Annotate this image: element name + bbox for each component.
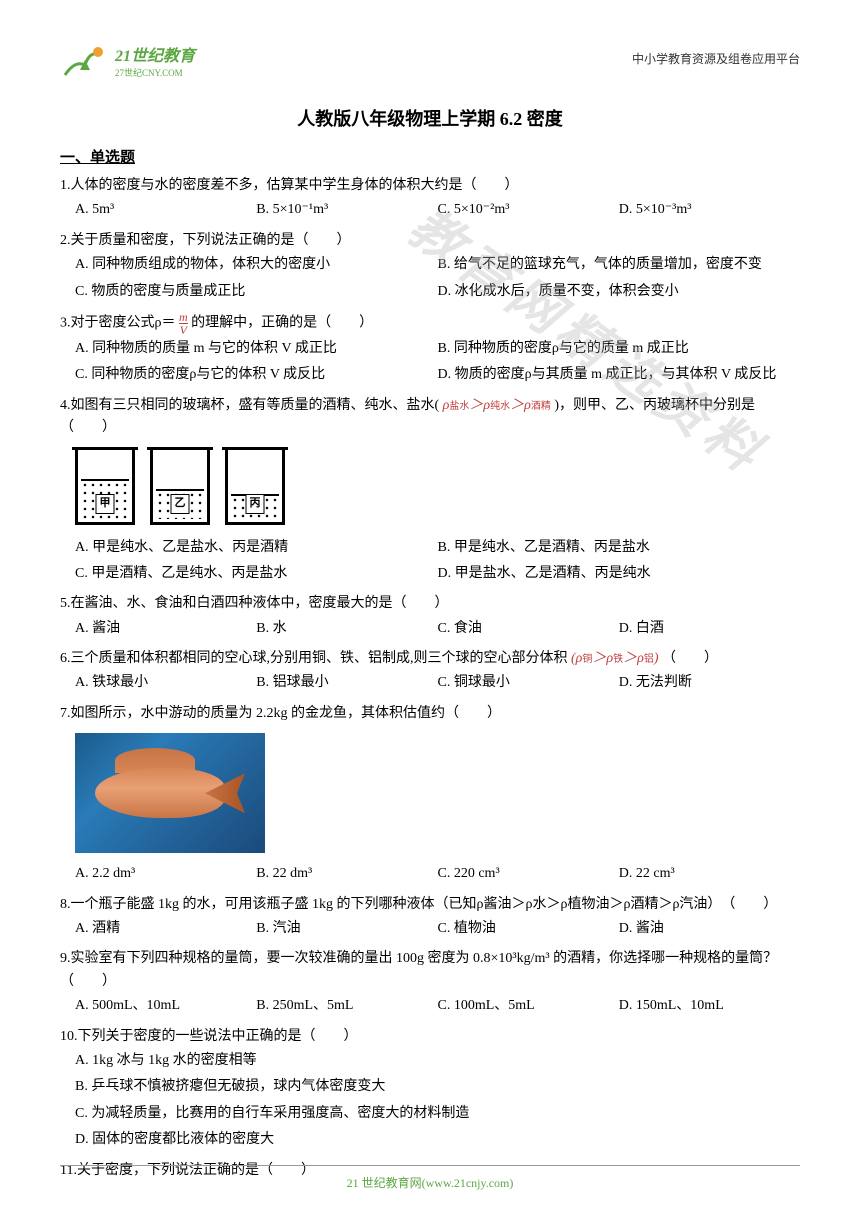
option-6d: D. 无法判断 xyxy=(619,670,800,696)
option-3b: B. 同种物质的密度ρ与它的质量 m 成正比 xyxy=(438,336,801,362)
question-5: 5.在酱油、水、食油和白酒四种液体中，密度最大的是（ ） A. 酱油 B. 水 … xyxy=(60,593,800,642)
question-2-options: A. 同种物质组成的物体，体积大的密度小 B. 给气不足的篮球充气，气体的质量增… xyxy=(75,252,800,305)
option-2d: D. 冰化成水后，质量不变，体积会变小 xyxy=(438,279,801,305)
q4-prefix: 4.如图有三只相同的玻璃杯，盛有等质量的酒精、纯水、盐水( xyxy=(60,398,439,413)
option-7a: A. 2.2 dm³ xyxy=(75,861,256,887)
q3-suffix: 的理解中，正确的是（ ） xyxy=(191,316,373,331)
rho-expression-4: ρ盐水＞ρ纯水＞ρ酒精 xyxy=(443,398,551,413)
question-5-options: A. 酱油 B. 水 C. 食油 D. 白酒 xyxy=(75,616,800,642)
glass-3-label: 丙 xyxy=(246,494,265,514)
option-9b: B. 250mL、5mL xyxy=(256,993,437,1019)
question-4-text: 4.如图有三只相同的玻璃杯，盛有等质量的酒精、纯水、盐水( ρ盐水＞ρ纯水＞ρ酒… xyxy=(60,395,800,440)
option-4a: A. 甲是纯水、乙是盐水、丙是酒精 xyxy=(75,535,438,561)
question-4-options: A. 甲是纯水、乙是盐水、丙是酒精 B. 甲是纯水、乙是酒精、丙是盐水 C. 甲… xyxy=(75,535,800,588)
page-title: 人教版八年级物理上学期 6.2 密度 xyxy=(60,105,800,131)
question-9: 9.实验室有下列四种规格的量筒，要一次较准确的量出 100g 密度为 0.8×1… xyxy=(60,948,800,1019)
option-6b: B. 铝球最小 xyxy=(256,670,437,696)
option-5c: C. 食油 xyxy=(438,616,619,642)
header-right-text: 中小学教育资源及组卷应用平台 xyxy=(632,50,800,67)
question-9-text: 9.实验室有下列四种规格的量筒，要一次较准确的量出 100g 密度为 0.8×1… xyxy=(60,948,800,993)
question-2-text: 2.关于质量和密度，下列说法正确的是（ ） xyxy=(60,230,800,252)
question-8-options: A. 酒精 B. 汽油 C. 植物油 D. 酱油 xyxy=(75,916,800,942)
logo: 21世纪教育 27世纪CNY.COM xyxy=(60,40,195,80)
option-1c: C. 5×10⁻²m³ xyxy=(438,197,619,223)
question-8-text: 8.一个瓶子能盛 1kg 的水，可用该瓶子盛 1kg 的下列哪种液体（已知ρ酱油… xyxy=(60,894,800,916)
question-2: 2.关于质量和密度，下列说法正确的是（ ） A. 同种物质组成的物体，体积大的密… xyxy=(60,230,800,305)
question-6: 6.三个质量和体积都相同的空心球,分别用铜、铁、铝制成,则三个球的空心部分体积 … xyxy=(60,648,800,697)
option-3c: C. 同种物质的密度ρ与它的体积 V 成反比 xyxy=(75,362,438,388)
page-footer: 21 世纪教育网(www.21cnjy.com) xyxy=(60,1165,800,1191)
page-header: 21世纪教育 27世纪CNY.COM 中小学教育资源及组卷应用平台 xyxy=(60,40,800,80)
option-10d: D. 固体的密度都比液体的密度大 xyxy=(75,1127,800,1153)
option-2b: B. 给气不足的篮球充气，气体的质量增加，密度不变 xyxy=(438,252,801,278)
option-2a: A. 同种物质组成的物体，体积大的密度小 xyxy=(75,252,438,278)
question-1-options: A. 5m³ B. 5×10⁻¹m³ C. 5×10⁻²m³ D. 5×10⁻³… xyxy=(75,197,800,223)
question-10-text: 10.下列关于密度的一些说法中正确的是（ ） xyxy=(60,1026,800,1048)
option-10a: A. 1kg 冰与 1kg 水的密度相等 xyxy=(75,1048,800,1074)
option-7b: B. 22 dm³ xyxy=(256,861,437,887)
question-9-options: A. 500mL、10mL B. 250mL、5mL C. 100mL、5mL … xyxy=(75,993,800,1019)
question-4: 4.如图有三只相同的玻璃杯，盛有等质量的酒精、纯水、盐水( ρ盐水＞ρ纯水＞ρ酒… xyxy=(60,395,800,588)
question-5-text: 5.在酱油、水、食油和白酒四种液体中，密度最大的是（ ） xyxy=(60,593,800,615)
option-9a: A. 500mL、10mL xyxy=(75,993,256,1019)
option-8a: A. 酒精 xyxy=(75,916,256,942)
question-3-text: 3.对于密度公式ρ＝ m V 的理解中，正确的是（ ） xyxy=(60,311,800,336)
option-10c: C. 为减轻质量，比赛用的自行车采用强度高、密度大的材料制造 xyxy=(75,1101,800,1127)
option-6a: A. 铁球最小 xyxy=(75,670,256,696)
q6-suffix: （ ） xyxy=(662,651,718,666)
option-8b: B. 汽油 xyxy=(256,916,437,942)
option-5d: D. 白酒 xyxy=(619,616,800,642)
option-5a: A. 酱油 xyxy=(75,616,256,642)
glass-diagram: 甲 乙 丙 xyxy=(75,450,800,525)
q3-prefix: 3.对于密度公式ρ＝ xyxy=(60,316,176,331)
frac-den: V xyxy=(179,324,188,336)
question-10-options: A. 1kg 冰与 1kg 水的密度相等 B. 乒乓球不慎被挤瘪但无破损，球内气… xyxy=(75,1048,800,1154)
q6-prefix: 6.三个质量和体积都相同的空心球,分别用铜、铁、铝制成,则三个球的空心部分体积 xyxy=(60,651,568,666)
option-3a: A. 同种物质的质量 m 与它的体积 V 成正比 xyxy=(75,336,438,362)
option-3d: D. 物质的密度ρ与其质量 m 成正比，与其体积 V 成反比 xyxy=(438,362,801,388)
logo-url-text: 27世纪CNY.COM xyxy=(115,66,195,79)
question-7: 7.如图所示，水中游动的质量为 2.2kg 的金龙鱼，其体积估值约（ ） A. … xyxy=(60,703,800,888)
logo-main-text: 21世纪教育 xyxy=(115,42,195,66)
option-7c: C. 220 cm³ xyxy=(438,861,619,887)
option-9d: D. 150mL、10mL xyxy=(619,993,800,1019)
option-2c: C. 物质的密度与质量成正比 xyxy=(75,279,438,305)
option-5b: B. 水 xyxy=(256,616,437,642)
question-8: 8.一个瓶子能盛 1kg 的水，可用该瓶子盛 1kg 的下列哪种液体（已知ρ酱油… xyxy=(60,894,800,943)
question-7-options: A. 2.2 dm³ B. 22 dm³ C. 220 cm³ D. 22 cm… xyxy=(75,861,800,887)
question-6-text: 6.三个质量和体积都相同的空心球,分别用铜、铁、铝制成,则三个球的空心部分体积 … xyxy=(60,648,800,670)
question-1-text: 1.人体的密度与水的密度差不多，估算某中学生身体的体积大约是（ ） xyxy=(60,175,800,197)
option-8c: C. 植物油 xyxy=(438,916,619,942)
question-10: 10.下列关于密度的一些说法中正确的是（ ） A. 1kg 冰与 1kg 水的密… xyxy=(60,1026,800,1154)
question-3: 3.对于密度公式ρ＝ m V 的理解中，正确的是（ ） A. 同种物质的质量 m… xyxy=(60,311,800,389)
question-6-options: A. 铁球最小 B. 铝球最小 C. 铜球最小 D. 无法判断 xyxy=(75,670,800,696)
fish-image xyxy=(75,733,265,853)
option-10b: B. 乒乓球不慎被挤瘪但无破损，球内气体密度变大 xyxy=(75,1074,800,1100)
glass-2: 乙 xyxy=(150,450,210,525)
option-6c: C. 铜球最小 xyxy=(438,670,619,696)
fraction-icon: m V xyxy=(179,311,188,336)
option-1a: A. 5m³ xyxy=(75,197,256,223)
logo-icon xyxy=(60,40,110,80)
question-7-text: 7.如图所示，水中游动的质量为 2.2kg 的金龙鱼，其体积估值约（ ） xyxy=(60,703,800,725)
question-1: 1.人体的密度与水的密度差不多，估算某中学生身体的体积大约是（ ） A. 5m³… xyxy=(60,175,800,224)
option-4d: D. 甲是盐水、乙是酒精、丙是纯水 xyxy=(438,561,801,587)
section-title: 一、单选题 xyxy=(60,146,800,167)
option-1d: D. 5×10⁻³m³ xyxy=(619,197,800,223)
rho-expression-6: (ρ铜＞ρ铁＞ρ铝) xyxy=(571,651,659,666)
option-4b: B. 甲是纯水、乙是酒精、丙是盐水 xyxy=(438,535,801,561)
frac-num: m xyxy=(179,311,188,324)
glass-1-label: 甲 xyxy=(96,494,115,514)
glass-2-label: 乙 xyxy=(171,494,190,514)
option-1b: B. 5×10⁻¹m³ xyxy=(256,197,437,223)
option-4c: C. 甲是酒精、乙是纯水、丙是盐水 xyxy=(75,561,438,587)
option-9c: C. 100mL、5mL xyxy=(438,993,619,1019)
logo-text: 21世纪教育 27世纪CNY.COM xyxy=(115,42,195,79)
option-8d: D. 酱油 xyxy=(619,916,800,942)
option-7d: D. 22 cm³ xyxy=(619,861,800,887)
glass-3: 丙 xyxy=(225,450,285,525)
glass-1: 甲 xyxy=(75,450,135,525)
question-3-options: A. 同种物质的质量 m 与它的体积 V 成正比 B. 同种物质的密度ρ与它的质… xyxy=(75,336,800,389)
